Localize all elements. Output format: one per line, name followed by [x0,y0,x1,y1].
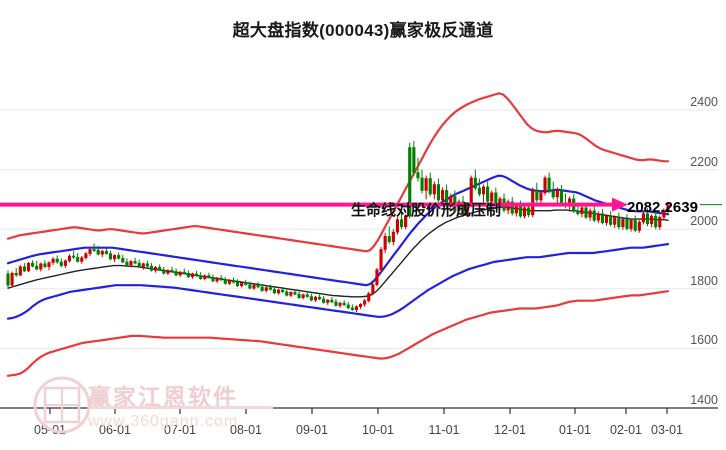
x-axis-tick-label: 10-01 [362,423,394,437]
channel-bands [6,92,670,377]
y-axis-tick-label: 2400 [690,95,718,109]
candlestick-series [6,140,670,313]
watermark-url: www.360gann.com [88,413,239,430]
y-axis-tick-label: 1600 [690,333,718,348]
y-axis-tick-label: 2000 [690,214,718,229]
chart-annotation-text: 生命线对股价形成压制 [351,202,502,219]
x-axis-tick-label: 08-01 [230,423,262,437]
watermark-brand: 赢家江恩软件 [88,384,238,410]
y-axis-tick-label: 2200 [690,154,718,169]
y-axis-tick-label: 1800 [690,273,718,288]
gridlines [0,109,718,409]
x-axis-tick-label: 09-01 [296,423,328,437]
watermark-divider [90,406,273,409]
x-axis-tick-label: 12-01 [494,423,526,437]
x-axis-tick-label: 02-01 [610,423,642,437]
price-arrow-annotation [0,197,722,212]
page-title: 超大盘指数(000043)赢家极反通道 [232,21,494,40]
y-axis-tick-label: 1400 [690,393,718,407]
x-axis-tick-label: 01-01 [559,423,591,437]
last-price-label: 2082.2639 [627,199,698,216]
x-axis-tick-label: 06-01 [99,423,131,437]
x-axis-tick-label: 07-01 [164,423,196,437]
chart-canvas [0,92,722,414]
x-axis-tick-label: 11-01 [428,423,460,437]
x-axis-tick-label: 03-01 [651,423,683,437]
watermark-seal-icon [33,376,91,434]
plot-area [0,55,726,415]
